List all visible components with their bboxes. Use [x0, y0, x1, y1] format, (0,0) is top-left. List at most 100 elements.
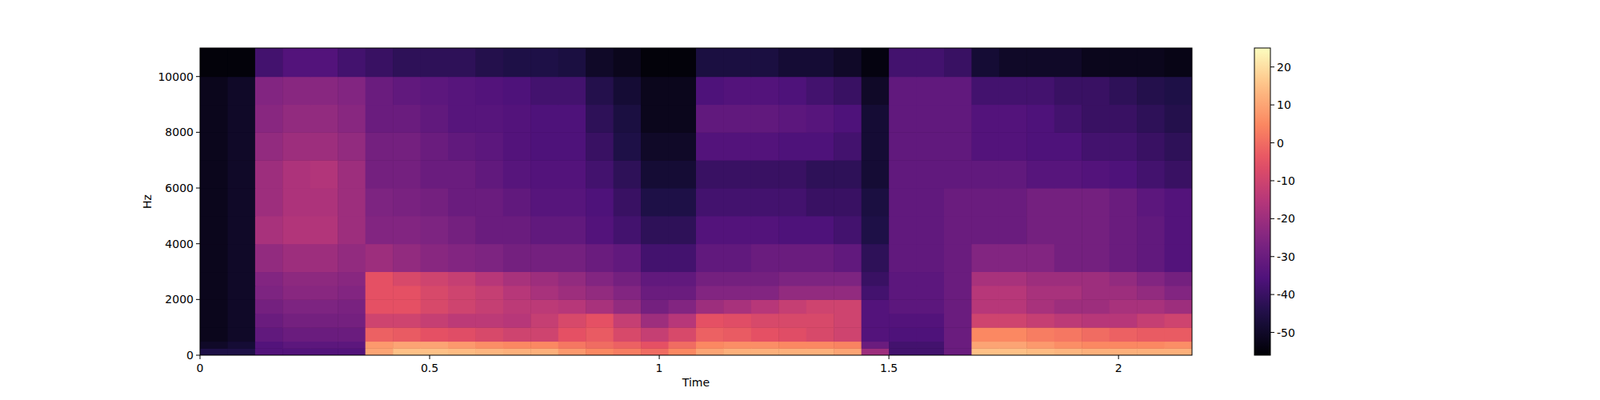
cell [1054, 216, 1083, 244]
colorbar-tick-label: 20 [1276, 60, 1292, 74]
cell [448, 76, 476, 105]
cell [833, 160, 862, 188]
cell [668, 327, 697, 342]
cell [723, 327, 752, 342]
cell [365, 104, 394, 133]
y-tick-label: 4000 [164, 237, 194, 251]
cell [888, 327, 917, 342]
x-axis-label: Time [681, 376, 710, 389]
cell [888, 188, 917, 216]
cell [888, 285, 917, 300]
cell [475, 299, 504, 314]
cell [337, 299, 366, 314]
cell [1109, 216, 1138, 244]
colorbar-tick-label: -20 [1276, 212, 1296, 225]
cell [420, 313, 449, 328]
cell [255, 272, 284, 287]
cell [916, 327, 945, 342]
cell [448, 313, 476, 328]
cell [806, 341, 835, 349]
cell [475, 188, 504, 216]
cell [392, 244, 421, 272]
cell [971, 132, 1000, 160]
cell [227, 285, 256, 300]
cell [1026, 188, 1055, 216]
cell [585, 160, 614, 188]
cell [310, 313, 339, 328]
cell [365, 216, 394, 244]
cell [255, 244, 284, 272]
cells [200, 48, 1192, 356]
cell [613, 188, 642, 216]
cell [200, 188, 228, 216]
cell [503, 104, 532, 133]
cell [1164, 188, 1192, 216]
cell [448, 272, 476, 287]
cell [723, 188, 752, 216]
cell [1136, 313, 1165, 328]
cell [971, 327, 1000, 342]
y-tick-label: 10000 [157, 70, 194, 84]
cell [200, 285, 228, 300]
cell [778, 341, 807, 349]
x-tick [659, 355, 660, 360]
cell [861, 48, 890, 77]
cell [585, 188, 614, 216]
cell [282, 348, 311, 356]
cell [1136, 341, 1165, 349]
cell [558, 285, 587, 300]
cell [833, 104, 862, 133]
cell [640, 104, 669, 133]
cell [668, 104, 697, 133]
cell [861, 313, 890, 328]
cell [1164, 341, 1192, 349]
cell [971, 285, 1000, 300]
cell [861, 327, 890, 342]
cell [200, 327, 228, 342]
cell [365, 244, 394, 272]
cell [806, 48, 835, 77]
cell [585, 272, 614, 287]
cell [751, 341, 780, 349]
cell [448, 160, 476, 188]
y-tick-label: 2000 [164, 292, 194, 306]
cell [1054, 104, 1083, 133]
cell [282, 341, 311, 349]
cell [503, 299, 532, 314]
cell [227, 188, 256, 216]
cell [999, 348, 1028, 356]
cell [200, 299, 228, 314]
cell [282, 160, 311, 188]
x-tick-label: 0.5 [420, 361, 439, 375]
cell [640, 160, 669, 188]
cell [558, 160, 587, 188]
cell [503, 216, 532, 244]
cell [916, 348, 945, 356]
cell [503, 76, 532, 105]
cell [392, 76, 421, 105]
cell [806, 160, 835, 188]
cell [861, 285, 890, 300]
y-tick [196, 188, 200, 189]
cell [475, 76, 504, 105]
cell [696, 104, 724, 133]
cell [310, 348, 339, 356]
colorbar-tick [1270, 332, 1275, 333]
x-tick [200, 355, 201, 360]
cell [448, 348, 476, 356]
cell [392, 285, 421, 300]
cell [255, 285, 284, 300]
cell [999, 48, 1028, 77]
y-tick [196, 355, 200, 356]
cell [282, 313, 311, 328]
cell [778, 160, 807, 188]
cell [696, 348, 724, 356]
cell [999, 188, 1028, 216]
cell [806, 132, 835, 160]
cell [1081, 104, 1110, 133]
cell [888, 313, 917, 328]
cell [1081, 160, 1110, 188]
cell [1081, 76, 1110, 105]
cell [255, 104, 284, 133]
cell [282, 188, 311, 216]
